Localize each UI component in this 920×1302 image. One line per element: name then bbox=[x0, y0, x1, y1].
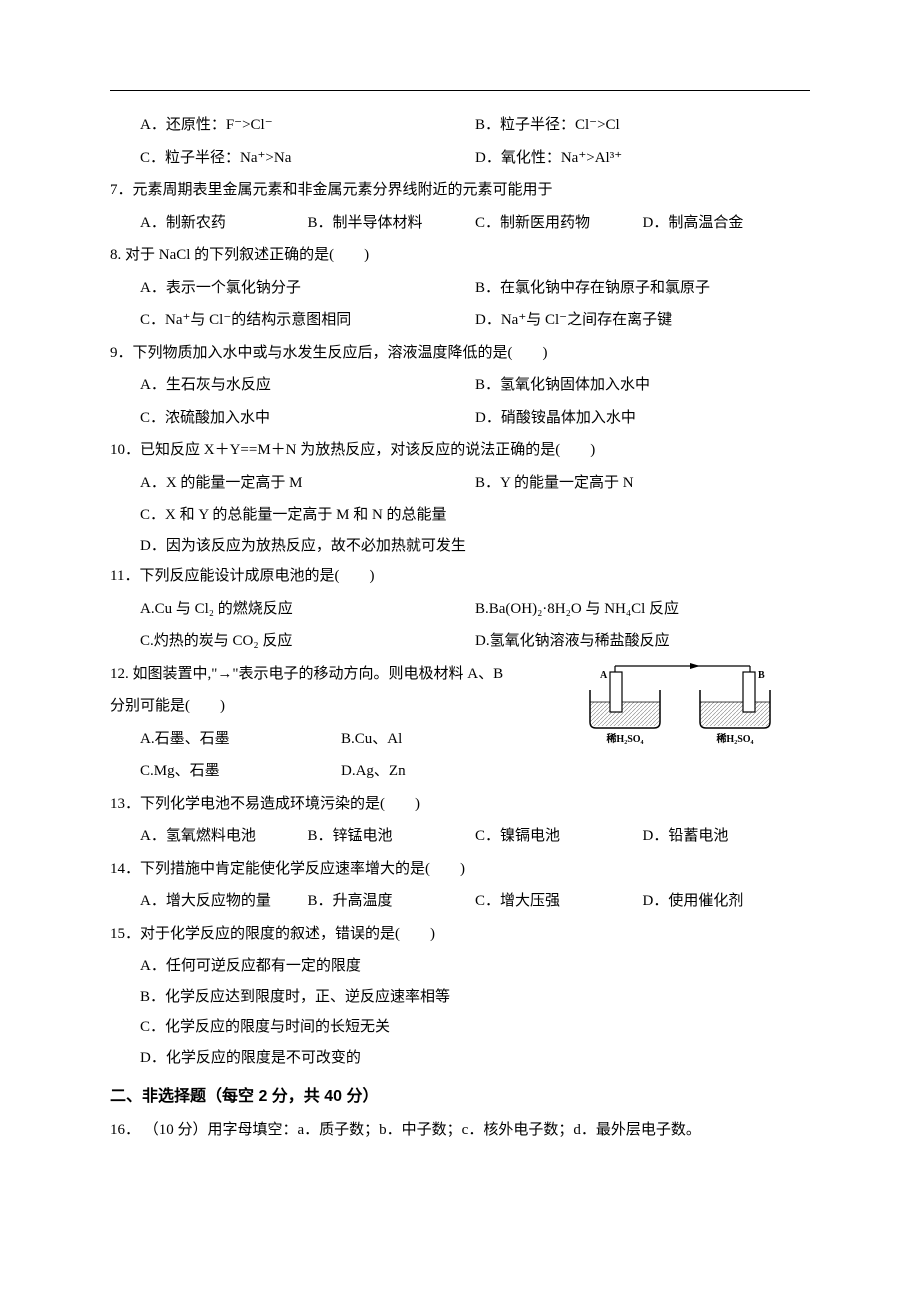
q9-row1: A．生石灰与水反应 B．氢氧化钠固体加入水中 bbox=[110, 371, 810, 400]
q6-option-d: D．氧化性：Na⁺>Al³⁺ bbox=[475, 144, 810, 173]
q8-option-d: D．Na⁺与 Cl⁻之间存在离子键 bbox=[475, 306, 810, 335]
q11-row1: A.Cu 与 Cl₂ 的燃烧反应 B.Ba(OH)₂·8H₂O 与 NH₄Cl … bbox=[110, 595, 810, 624]
q13-stem: 13．下列化学电池不易造成环境污染的是( ) bbox=[110, 790, 810, 819]
q6-row2: C．粒子半径：Na⁺>Na D．氧化性：Na⁺>Al³⁺ bbox=[110, 144, 810, 173]
q8-row1: A．表示一个氯化钠分子 B．在氯化钠中存在钠原子和氯原子 bbox=[110, 274, 810, 303]
q8-option-c: C．Na⁺与 Cl⁻的结构示意图相同 bbox=[140, 306, 475, 335]
q9-stem: 9．下列物质加入水中或与水发生反应后，溶液温度降低的是( ) bbox=[110, 339, 810, 368]
q11-stem: 11．下列反应能设计成原电池的是( ) bbox=[110, 562, 810, 591]
q15-option-c: C．化学反应的限度与时间的长短无关 bbox=[110, 1013, 810, 1042]
page-divider bbox=[110, 90, 810, 91]
q16-stem: 16． （10 分）用字母填空：a．质子数；b．中子数；c．核外电子数；d．最外… bbox=[110, 1116, 810, 1145]
q7-stem: 7．元素周期表里金属元素和非金属元素分界线附近的元素可能用于 bbox=[110, 176, 810, 205]
q8-row2: C．Na⁺与 Cl⁻的结构示意图相同 D．Na⁺与 Cl⁻之间存在离子键 bbox=[110, 306, 810, 335]
q7-option-c: C．制新医用药物 bbox=[475, 209, 643, 238]
solution-label-2: 稀H₂SO₄ bbox=[716, 732, 753, 745]
q10-option-d: D．因为该反应为放热反应，故不必加热就可发生 bbox=[110, 532, 810, 561]
q7-option-a: A．制新农药 bbox=[140, 209, 308, 238]
q13-option-c: C．镍镉电池 bbox=[475, 822, 643, 851]
q7-option-b: B．制半导体材料 bbox=[308, 209, 476, 238]
q15-stem: 15．对于化学反应的限度的叙述，错误的是( ) bbox=[110, 920, 810, 949]
q6-option-c: C．粒子半径：Na⁺>Na bbox=[140, 144, 475, 173]
q14-option-c: C．增大压强 bbox=[475, 887, 643, 916]
q8-option-b: B．在氯化钠中存在钠原子和氯原子 bbox=[475, 274, 810, 303]
q6-option-b: B．粒子半径：Cl⁻>Cl bbox=[475, 111, 810, 140]
q10-stem: 10．已知反应 X＋Y==M＋N 为放热反应，对该反应的说法正确的是( ) bbox=[110, 436, 810, 465]
q11-option-b: B.Ba(OH)₂·8H₂O 与 NH₄Cl 反应 bbox=[475, 595, 810, 624]
q14-options: A．增大反应物的量 B．升高温度 C．增大压强 D．使用催化剂 bbox=[110, 887, 810, 916]
q14-option-d: D．使用催化剂 bbox=[643, 887, 811, 916]
q6-row1: A．还原性：F⁻>Cl⁻ B．粒子半径：Cl⁻>Cl bbox=[110, 111, 810, 140]
q11-option-d: D.氢氧化钠溶液与稀盐酸反应 bbox=[475, 627, 810, 656]
q9-option-b: B．氢氧化钠固体加入水中 bbox=[475, 371, 810, 400]
electrochemistry-diagram: A B 稀H₂SO₄ 稀H₂SO₄ bbox=[580, 660, 780, 761]
q11-row2: C.灼热的炭与 CO₂ 反应 D.氢氧化钠溶液与稀盐酸反应 bbox=[110, 627, 810, 656]
q9-option-a: A．生石灰与水反应 bbox=[140, 371, 475, 400]
q14-option-a: A．增大反应物的量 bbox=[140, 887, 308, 916]
q12-option-d: D.Ag、Zn bbox=[341, 757, 542, 786]
q14-option-b: B．升高温度 bbox=[308, 887, 476, 916]
q9-option-c: C．浓硫酸加入水中 bbox=[140, 404, 475, 433]
q10-option-c: C．X 和 Y 的总能量一定高于 M 和 N 的总能量 bbox=[110, 501, 810, 530]
q10-row1: A．X 的能量一定高于 M B．Y 的能量一定高于 N bbox=[110, 469, 810, 498]
q12-option-c: C.Mg、石墨 bbox=[140, 757, 341, 786]
q9-option-d: D．硝酸铵晶体加入水中 bbox=[475, 404, 810, 433]
q11-option-c: C.灼热的炭与 CO₂ 反应 bbox=[140, 627, 475, 656]
q15-option-a: A．任何可逆反应都有一定的限度 bbox=[110, 952, 810, 981]
q10-option-b: B．Y 的能量一定高于 N bbox=[475, 469, 810, 498]
q12-container: A B 稀H₂SO₄ 稀H₂SO₄ 12. 如图装置中,"→"表示电子的移动方向… bbox=[110, 660, 810, 786]
q8-stem: 8. 对于 NaCl 的下列叙述正确的是( ) bbox=[110, 241, 810, 270]
q13-option-d: D．铅蓄电池 bbox=[643, 822, 811, 851]
q13-option-a: A．氢氧燃料电池 bbox=[140, 822, 308, 851]
q12-option-a: A.石墨、石墨 bbox=[140, 725, 341, 754]
q13-options: A．氢氧燃料电池 B．锌锰电池 C．镍镉电池 D．铅蓄电池 bbox=[110, 822, 810, 851]
q15-option-d: D．化学反应的限度是不可改变的 bbox=[110, 1044, 810, 1073]
q12-option-b: B.Cu、Al bbox=[341, 725, 542, 754]
q11-option-a: A.Cu 与 Cl₂ 的燃烧反应 bbox=[140, 595, 475, 624]
q10-option-a: A．X 的能量一定高于 M bbox=[140, 469, 475, 498]
q6-option-a: A．还原性：F⁻>Cl⁻ bbox=[140, 111, 475, 140]
q15-option-b: B．化学反应达到限度时，正、逆反应速率相等 bbox=[110, 983, 810, 1012]
electrode-a-label: A bbox=[600, 670, 608, 681]
section-2-heading: 二、非选择题（每空 2 分，共 40 分） bbox=[110, 1082, 810, 1112]
electrode-b-label: B bbox=[758, 670, 765, 681]
q7-options: A．制新农药 B．制半导体材料 C．制新医用药物 D．制高温合金 bbox=[110, 209, 810, 238]
q14-stem: 14．下列措施中肯定能使化学反应速率增大的是( ) bbox=[110, 855, 810, 884]
solution-label-1: 稀H₂SO₄ bbox=[606, 732, 643, 745]
q12-row2: C.Mg、石墨 D.Ag、Zn bbox=[110, 757, 810, 786]
q9-row2: C．浓硫酸加入水中 D．硝酸铵晶体加入水中 bbox=[110, 404, 810, 433]
q7-option-d: D．制高温合金 bbox=[643, 209, 811, 238]
q8-option-a: A．表示一个氯化钠分子 bbox=[140, 274, 475, 303]
q13-option-b: B．锌锰电池 bbox=[308, 822, 476, 851]
